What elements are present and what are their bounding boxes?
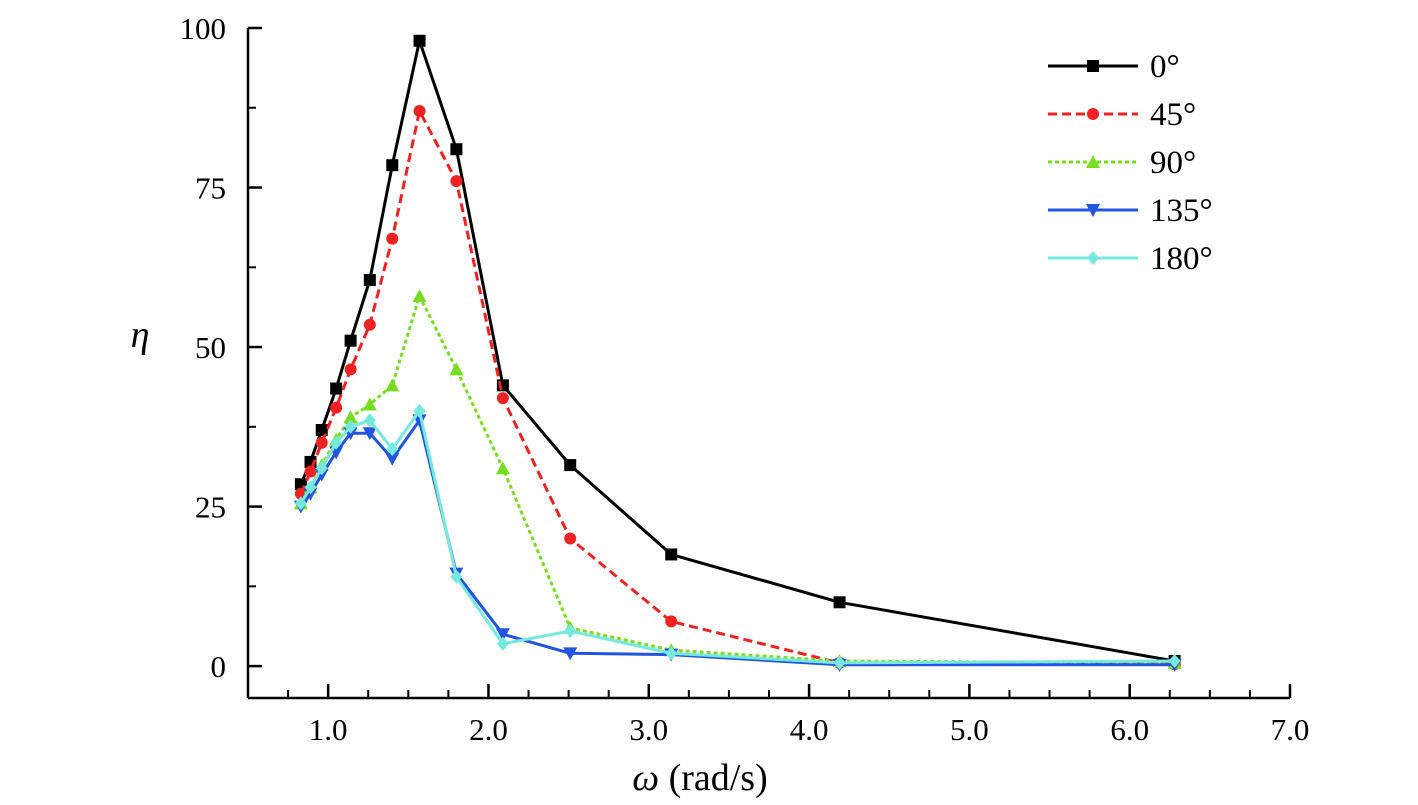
- x-axis-symbol: ω: [632, 757, 659, 799]
- series-line: [299, 409, 1175, 665]
- data-point: [413, 34, 426, 47]
- x-tick-label: 2.0: [469, 712, 508, 747]
- x-axis-unit: (rad/s): [659, 757, 768, 799]
- y-ticks: 0 25 50 75 100: [180, 11, 262, 684]
- data-point: [385, 378, 400, 392]
- data-point: [665, 548, 678, 561]
- data-point: [330, 435, 343, 450]
- data-point: [386, 159, 399, 172]
- legend-label: 45°: [1150, 97, 1196, 133]
- data-point: [833, 655, 846, 670]
- data-point: [315, 436, 328, 449]
- series-1: [294, 104, 1181, 671]
- y-tick-label: 0: [211, 649, 227, 684]
- series-line: [299, 294, 1175, 665]
- x-tick-label: 7.0: [1271, 712, 1310, 747]
- series-line: [299, 109, 1175, 666]
- data-point: [413, 403, 426, 418]
- data-point: [665, 646, 678, 661]
- legend-marker: [1086, 204, 1100, 217]
- data-point: [450, 175, 463, 188]
- data-point: [450, 569, 463, 584]
- data-point: [665, 615, 678, 628]
- series-3: [293, 414, 1182, 672]
- data-point: [495, 461, 510, 475]
- y-tick-label: 25: [195, 490, 226, 525]
- data-point: [344, 334, 357, 347]
- legend-marker: [1087, 251, 1099, 265]
- data-point: [386, 442, 399, 457]
- x-tick-label: 1.0: [309, 712, 348, 747]
- data-point: [344, 363, 357, 376]
- data-point: [363, 274, 376, 287]
- data-point: [363, 318, 376, 331]
- data-point: [413, 104, 426, 117]
- x-tick-label: 5.0: [950, 712, 989, 747]
- y-tick-label: 100: [180, 11, 227, 46]
- data-point: [449, 362, 464, 376]
- data-point: [1168, 653, 1181, 668]
- data-point: [294, 496, 307, 511]
- data-point: [563, 647, 578, 661]
- y-tick-label: 75: [195, 171, 226, 206]
- data-point: [564, 459, 577, 472]
- data-point: [450, 143, 463, 156]
- data-point: [315, 461, 328, 476]
- legend-label: 0°: [1150, 49, 1180, 85]
- x-axis-label: ω (rad/s): [632, 757, 768, 799]
- legend-label: 180°: [1150, 241, 1213, 277]
- x-tick-label: 3.0: [629, 712, 668, 747]
- data-point: [564, 532, 577, 545]
- data-point: [495, 628, 510, 642]
- data-point: [362, 427, 377, 441]
- y-axis-label: η: [131, 314, 150, 356]
- x-tick-label: 4.0: [790, 712, 829, 747]
- data-point: [385, 452, 400, 466]
- data-point: [833, 596, 846, 609]
- series-layer: [293, 34, 1182, 672]
- x-ticks: 1.0 2.0 3.0 4.0 5.0 6.0 7.0: [287, 684, 1310, 747]
- data-point: [315, 424, 328, 436]
- y-tick-label: 50: [195, 330, 226, 365]
- data-point: [304, 480, 317, 495]
- data-point: [330, 401, 343, 414]
- data-point: [496, 392, 509, 405]
- series-line: [299, 39, 1175, 663]
- legend-marker: [1087, 108, 1099, 120]
- legend: 0° 45° 90° 135° 180°: [1048, 49, 1213, 277]
- data-point: [496, 636, 509, 651]
- data-point: [330, 382, 343, 395]
- x-tick-label: 6.0: [1110, 712, 1149, 747]
- legend-marker: [1086, 155, 1100, 168]
- data-point: [344, 419, 357, 434]
- data-point: [343, 410, 358, 424]
- data-point: [362, 397, 377, 411]
- data-point: [564, 624, 577, 638]
- data-point: [412, 289, 427, 302]
- data-point: [363, 413, 376, 428]
- data-point: [304, 465, 317, 478]
- series-2: [293, 289, 1182, 669]
- legend-label: 90°: [1150, 145, 1196, 181]
- legend-label: 135°: [1150, 193, 1213, 229]
- axes: [246, 28, 1290, 700]
- series-4: [294, 403, 1181, 670]
- legend-marker: [1087, 60, 1099, 72]
- data-point: [386, 232, 399, 245]
- series-line: [299, 418, 1175, 667]
